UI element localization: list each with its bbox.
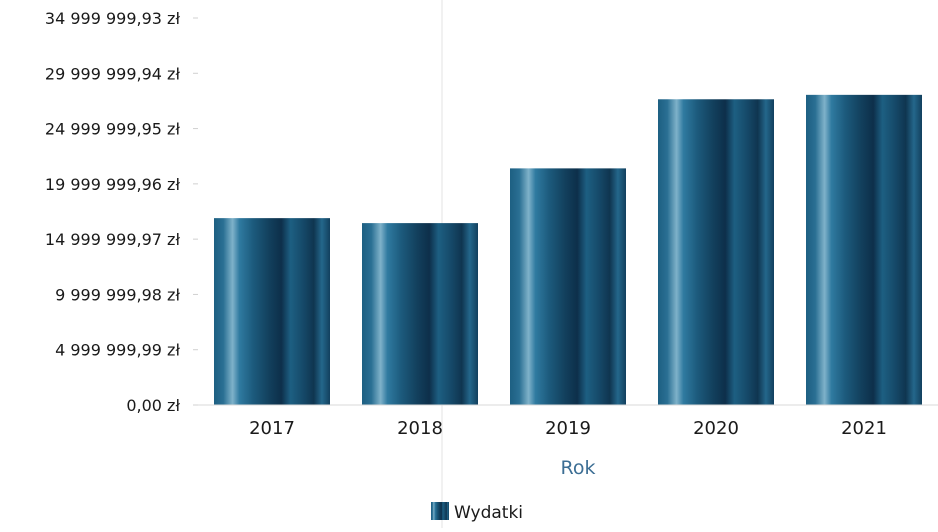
legend: Wydatki [431, 502, 523, 523]
x-tick-label: 2021 [841, 418, 887, 439]
bar-2017 [214, 218, 330, 405]
x-axis-title: Rok [561, 457, 596, 479]
y-tick-label: 0,00 zł [126, 396, 180, 415]
y-tick-label: 4 999 999,99 zł [55, 341, 180, 360]
y-tick-label: 29 999 999,94 zł [45, 64, 181, 83]
legend-swatch [431, 502, 449, 520]
bar-2021 [806, 94, 922, 406]
y-axis: 0,00 zł 4 999 999,99 zł 9 999 999,98 zł 14 … [45, 9, 198, 415]
y-tick-label: 9 999 999,98 zł [55, 285, 180, 304]
bars [214, 94, 922, 406]
x-tick-label: 2017 [249, 418, 295, 439]
bar-2018 [362, 223, 478, 405]
y-tick-label: 14 999 999,97 zł [45, 230, 181, 249]
bar-2020 [658, 99, 774, 406]
legend-label: Wydatki [454, 503, 523, 523]
x-axis: 2017 2018 2019 2020 2021 [198, 404, 938, 439]
x-tick-label: 2018 [397, 418, 443, 439]
x-tick-label: 2019 [545, 418, 591, 439]
y-tick-label: 34 999 999,93 zł [45, 9, 181, 28]
x-tick-label: 2020 [693, 418, 739, 439]
y-tick-label: 24 999 999,95 zł [45, 120, 181, 139]
y-tick-label: 19 999 999,96 zł [45, 175, 181, 194]
bar-2019 [510, 168, 626, 405]
